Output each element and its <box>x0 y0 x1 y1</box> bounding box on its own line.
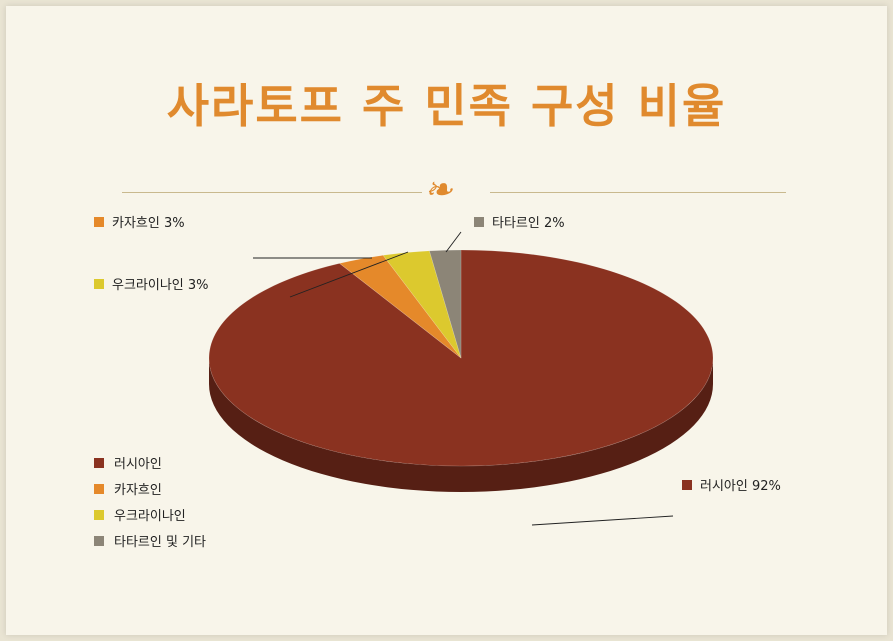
data-labels: 러시아인 92% 카자흐인 3% 우크라이나인 3% 타타르인 2% <box>94 216 781 494</box>
divider-right <box>490 192 786 193</box>
data-label-marker-1 <box>94 217 104 227</box>
slide-title: 사라토프 주 민족 구성 비율 <box>166 79 727 133</box>
data-label-1: 카자흐인 3% <box>112 216 185 231</box>
legend-label-1: 카자흐인 <box>114 483 162 498</box>
pie-slice-3 <box>429 249 462 359</box>
pie-slice-0 <box>208 249 714 467</box>
data-label-0: 러시아인 92% <box>700 479 781 494</box>
data-label-marker-0 <box>682 480 692 490</box>
leader-line-2 <box>289 251 409 298</box>
data-label-3: 타타르인 2% <box>492 216 565 231</box>
leader-lines <box>253 231 674 526</box>
divider-left <box>122 192 422 193</box>
legend-label-0: 러시아인 <box>114 457 162 472</box>
legend-swatch-0 <box>94 458 104 468</box>
pie-tops <box>208 249 714 467</box>
pie-side-0 <box>209 358 713 492</box>
data-label-marker-2 <box>94 279 104 289</box>
data-label-2: 우크라이나인 3% <box>112 278 209 293</box>
data-label-marker-3 <box>474 217 484 227</box>
leader-line-0 <box>531 515 674 526</box>
legend-swatch-1 <box>94 484 104 494</box>
pie-sides <box>209 358 713 492</box>
slide: 사라토프 주 민족 구성 비율 ❧ <box>6 6 887 635</box>
legend-label-3: 타타르인 및 기타 <box>114 535 206 550</box>
ornament-icon: ❧ <box>424 170 453 210</box>
legend-swatch-2 <box>94 510 104 520</box>
pie-slice-1 <box>338 254 462 359</box>
leader-line-3 <box>445 231 462 253</box>
legend-swatch-3 <box>94 536 104 546</box>
legend-label-2: 우크라이나인 <box>114 509 186 524</box>
